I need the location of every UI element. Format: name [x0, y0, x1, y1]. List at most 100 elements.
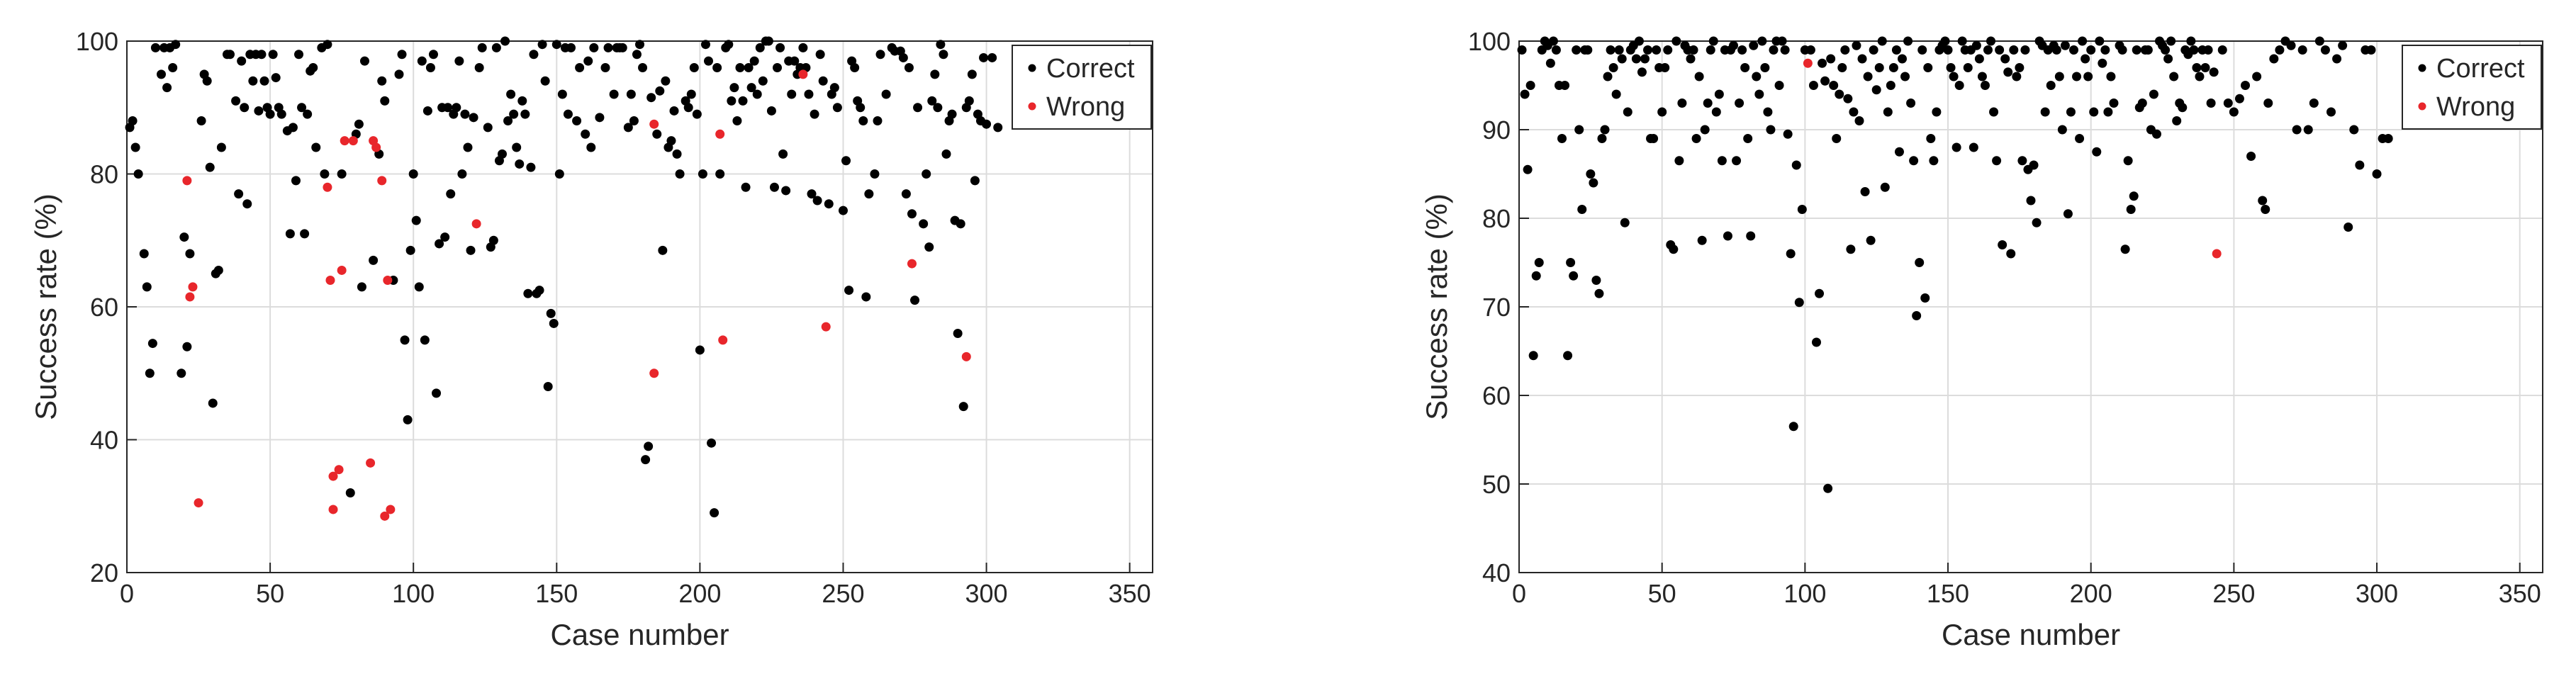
point — [1891, 45, 1901, 55]
point — [1863, 72, 1873, 81]
point — [1700, 125, 1710, 135]
point — [1977, 72, 1987, 81]
point — [2137, 99, 2147, 108]
point — [1974, 54, 1984, 64]
y-axis-label: Success rate (%) — [1420, 193, 1453, 420]
point — [540, 76, 550, 86]
point — [586, 142, 596, 152]
point — [812, 196, 822, 206]
point — [993, 123, 1003, 133]
point — [1815, 288, 1825, 298]
point — [583, 56, 593, 66]
point — [1926, 134, 1936, 143]
point — [2129, 191, 2139, 201]
point — [841, 156, 851, 166]
point — [958, 402, 968, 412]
x-tick-label: 250 — [822, 579, 864, 608]
chart: 0 50 100 150 200 250 300 350 20 40 60 80 100 Case num… — [29, 27, 1153, 651]
point — [1586, 169, 1596, 179]
point — [658, 245, 668, 255]
point — [629, 116, 639, 125]
point — [1597, 134, 1607, 143]
y-tick-label: 40 — [1482, 558, 1511, 587]
point — [1714, 89, 1724, 99]
point — [1951, 142, 1961, 152]
x-tick-label: 0 — [120, 579, 134, 608]
point — [237, 56, 247, 66]
point — [145, 368, 155, 378]
point — [503, 116, 513, 125]
point — [755, 43, 765, 52]
legend-marker — [2418, 64, 2426, 72]
point — [1954, 81, 1964, 90]
point — [672, 149, 682, 159]
point — [646, 93, 656, 103]
point — [738, 96, 748, 106]
point — [1717, 156, 1727, 166]
point — [901, 189, 911, 199]
point — [1606, 45, 1615, 55]
point — [2212, 249, 2222, 259]
point — [2132, 45, 2141, 55]
point — [1780, 45, 1790, 55]
point — [150, 43, 160, 52]
point — [1617, 54, 1627, 64]
point — [497, 149, 507, 159]
point — [308, 63, 318, 72]
point — [452, 103, 461, 113]
point — [947, 109, 957, 119]
point — [1663, 45, 1673, 55]
point — [417, 56, 427, 66]
point — [1743, 134, 1753, 143]
point — [2314, 36, 2324, 46]
point — [328, 471, 338, 481]
point — [1557, 134, 1567, 143]
point — [2258, 196, 2268, 206]
point — [311, 142, 321, 152]
point — [1652, 45, 1662, 55]
point — [357, 282, 366, 292]
point — [824, 199, 834, 209]
point — [2017, 156, 2027, 166]
point — [1957, 36, 1967, 46]
point — [638, 63, 648, 72]
point — [2200, 63, 2210, 72]
point — [1874, 63, 1884, 72]
point — [435, 239, 444, 249]
point — [1777, 36, 1787, 46]
point — [1708, 36, 1718, 46]
point — [2217, 45, 2227, 55]
point — [294, 50, 304, 60]
point — [910, 296, 920, 305]
point — [1577, 205, 1587, 214]
point — [1523, 164, 1533, 174]
y-tick-label: 80 — [90, 160, 118, 189]
point — [1805, 45, 1815, 55]
point — [325, 276, 335, 285]
point — [268, 50, 278, 60]
point — [354, 119, 364, 129]
point — [554, 169, 564, 179]
point — [873, 116, 883, 125]
point — [1869, 45, 1878, 55]
point — [850, 63, 860, 72]
point — [1883, 107, 1893, 117]
x-tick-label: 0 — [1512, 579, 1526, 608]
point — [422, 106, 432, 116]
point — [635, 40, 644, 50]
x-tick-label: 100 — [1783, 579, 1826, 608]
point — [1591, 276, 1601, 285]
point — [400, 335, 410, 345]
point — [1971, 40, 1981, 50]
point — [2063, 209, 2073, 219]
point — [710, 508, 719, 518]
point — [609, 89, 619, 99]
point — [383, 276, 393, 285]
point — [1749, 40, 1759, 50]
point — [526, 162, 536, 172]
point — [1583, 45, 1593, 55]
point — [2297, 45, 2307, 55]
point — [1746, 231, 1756, 241]
point — [1525, 81, 1535, 90]
